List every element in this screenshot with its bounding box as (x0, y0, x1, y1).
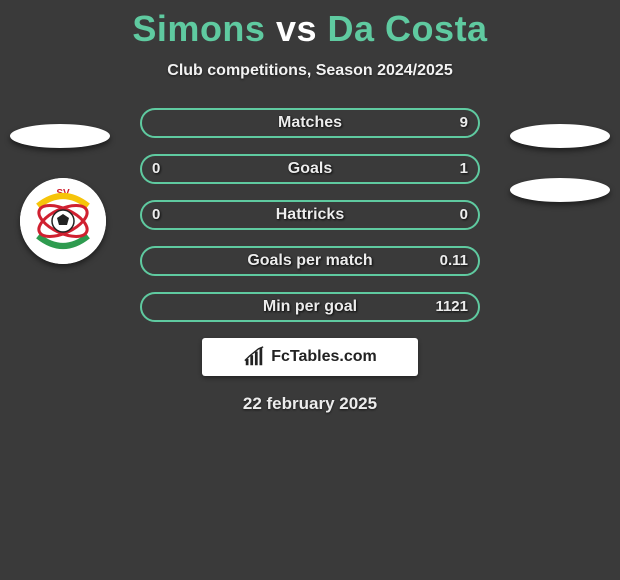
date-label: 22 february 2025 (0, 394, 620, 414)
club-logo: SV (20, 178, 106, 264)
stat-row: 0 Hattricks 0 (140, 200, 480, 230)
stats-table: Matches 9 0 Goals 1 0 Hattricks 0 Goals … (140, 108, 480, 322)
stat-row: 0 Goals 1 (140, 154, 480, 184)
placeholder-badge-left (10, 124, 110, 148)
stat-right-value: 0 (460, 202, 468, 228)
placeholder-badge-right-1 (510, 124, 610, 148)
bar-chart-icon (243, 346, 265, 368)
comparison-title: Simons vs Da Costa (0, 0, 620, 50)
stat-label: Matches (142, 110, 478, 136)
player2-name: Da Costa (328, 8, 488, 49)
player1-name: Simons (132, 8, 265, 49)
attribution-text: FcTables.com (271, 348, 377, 366)
stat-right-value: 0.11 (440, 248, 468, 274)
attribution-badge: FcTables.com (202, 338, 418, 376)
stat-right-value: 1121 (435, 294, 468, 320)
stat-row: Matches 9 (140, 108, 480, 138)
stat-label: Hattricks (142, 202, 478, 228)
stat-row: Goals per match 0.11 (140, 246, 480, 276)
stat-row: Min per goal 1121 (140, 292, 480, 322)
vs-separator: vs (276, 8, 317, 49)
stat-label: Goals (142, 156, 478, 182)
stat-right-value: 1 (460, 156, 468, 182)
stat-label: Min per goal (142, 294, 478, 320)
subtitle: Club competitions, Season 2024/2025 (0, 62, 620, 80)
stat-right-value: 9 (460, 110, 468, 136)
stat-label: Goals per match (142, 248, 478, 274)
placeholder-badge-right-2 (510, 178, 610, 202)
